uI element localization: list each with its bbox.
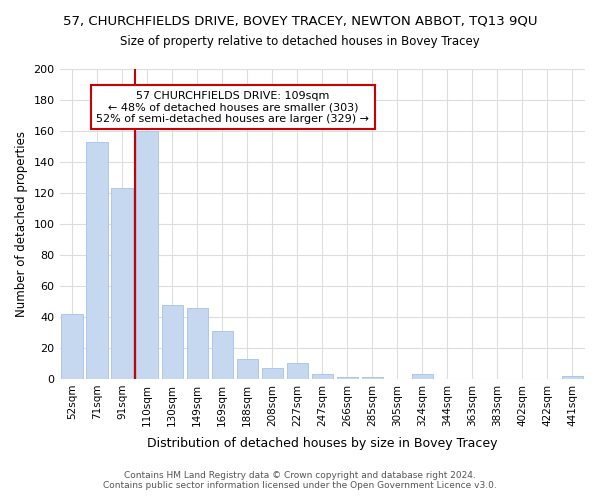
- Bar: [112, 188, 133, 379]
- Text: Size of property relative to detached houses in Bovey Tracey: Size of property relative to detached ho…: [120, 35, 480, 48]
- Bar: [136, 131, 158, 379]
- Bar: [562, 376, 583, 379]
- Text: Contains HM Land Registry data © Crown copyright and database right 2024.
Contai: Contains HM Land Registry data © Crown c…: [103, 470, 497, 490]
- Bar: [262, 368, 283, 379]
- Bar: [86, 142, 108, 379]
- Bar: [362, 378, 383, 379]
- Bar: [187, 308, 208, 379]
- Bar: [61, 314, 83, 379]
- Text: 57, CHURCHFIELDS DRIVE, BOVEY TRACEY, NEWTON ABBOT, TQ13 9QU: 57, CHURCHFIELDS DRIVE, BOVEY TRACEY, NE…: [63, 15, 537, 28]
- Bar: [287, 364, 308, 379]
- Text: 57 CHURCHFIELDS DRIVE: 109sqm
← 48% of detached houses are smaller (303)
52% of : 57 CHURCHFIELDS DRIVE: 109sqm ← 48% of d…: [97, 90, 370, 124]
- Y-axis label: Number of detached properties: Number of detached properties: [15, 131, 28, 317]
- X-axis label: Distribution of detached houses by size in Bovey Tracey: Distribution of detached houses by size …: [147, 437, 497, 450]
- Bar: [311, 374, 333, 379]
- Bar: [337, 378, 358, 379]
- Bar: [236, 359, 258, 379]
- Bar: [412, 374, 433, 379]
- Bar: [212, 331, 233, 379]
- Bar: [161, 304, 183, 379]
